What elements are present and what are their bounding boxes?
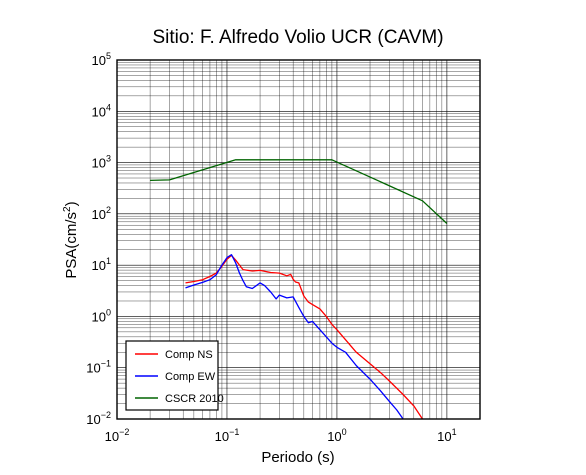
y-tick-label: 10−2 xyxy=(86,410,111,427)
x-axis-label: Periodo (s) xyxy=(261,449,334,466)
y-axis-label-sup: 2 xyxy=(62,206,73,212)
series-group xyxy=(150,159,448,420)
series-line-1 xyxy=(185,254,424,420)
x-tick-label: 10−1 xyxy=(215,427,240,444)
x-ticks: 10−2 10−1 100 101 xyxy=(105,427,457,444)
y-ticks: 10−2 10−1 100 101 102 103 104 105 xyxy=(86,51,111,427)
legend: Comp NS Comp EW CSCR 2010 xyxy=(125,340,224,411)
x-tick-label: 10−2 xyxy=(105,427,130,444)
y-tick-label: 101 xyxy=(92,256,111,273)
y-tick-label: 105 xyxy=(92,51,111,68)
y-tick-label: 103 xyxy=(92,154,111,171)
legend-label: CSCR 2010 xyxy=(165,393,224,405)
y-tick-label: 100 xyxy=(92,307,111,324)
y-tick-label: 102 xyxy=(92,205,111,222)
y-axis-label-close: ) xyxy=(63,201,80,206)
plot-frame xyxy=(116,59,481,420)
series-line-2 xyxy=(185,254,404,420)
y-axis-label-base: PSA(cm/s xyxy=(63,212,80,279)
y-tick-label: 104 xyxy=(92,102,111,119)
chart-title: Sitio: F. Alfredo Volio UCR (CAVM) xyxy=(152,27,443,48)
x-tick-label: 101 xyxy=(437,427,456,444)
y-tick-label: 10−1 xyxy=(86,359,111,376)
x-tick-label: 100 xyxy=(327,427,346,444)
legend-label: Comp EW xyxy=(165,371,216,383)
series-line-3 xyxy=(150,159,448,224)
y-axis-label: PSA(cm/s2) xyxy=(62,201,80,278)
grid xyxy=(116,59,481,420)
legend-label: Comp NS xyxy=(165,349,213,361)
